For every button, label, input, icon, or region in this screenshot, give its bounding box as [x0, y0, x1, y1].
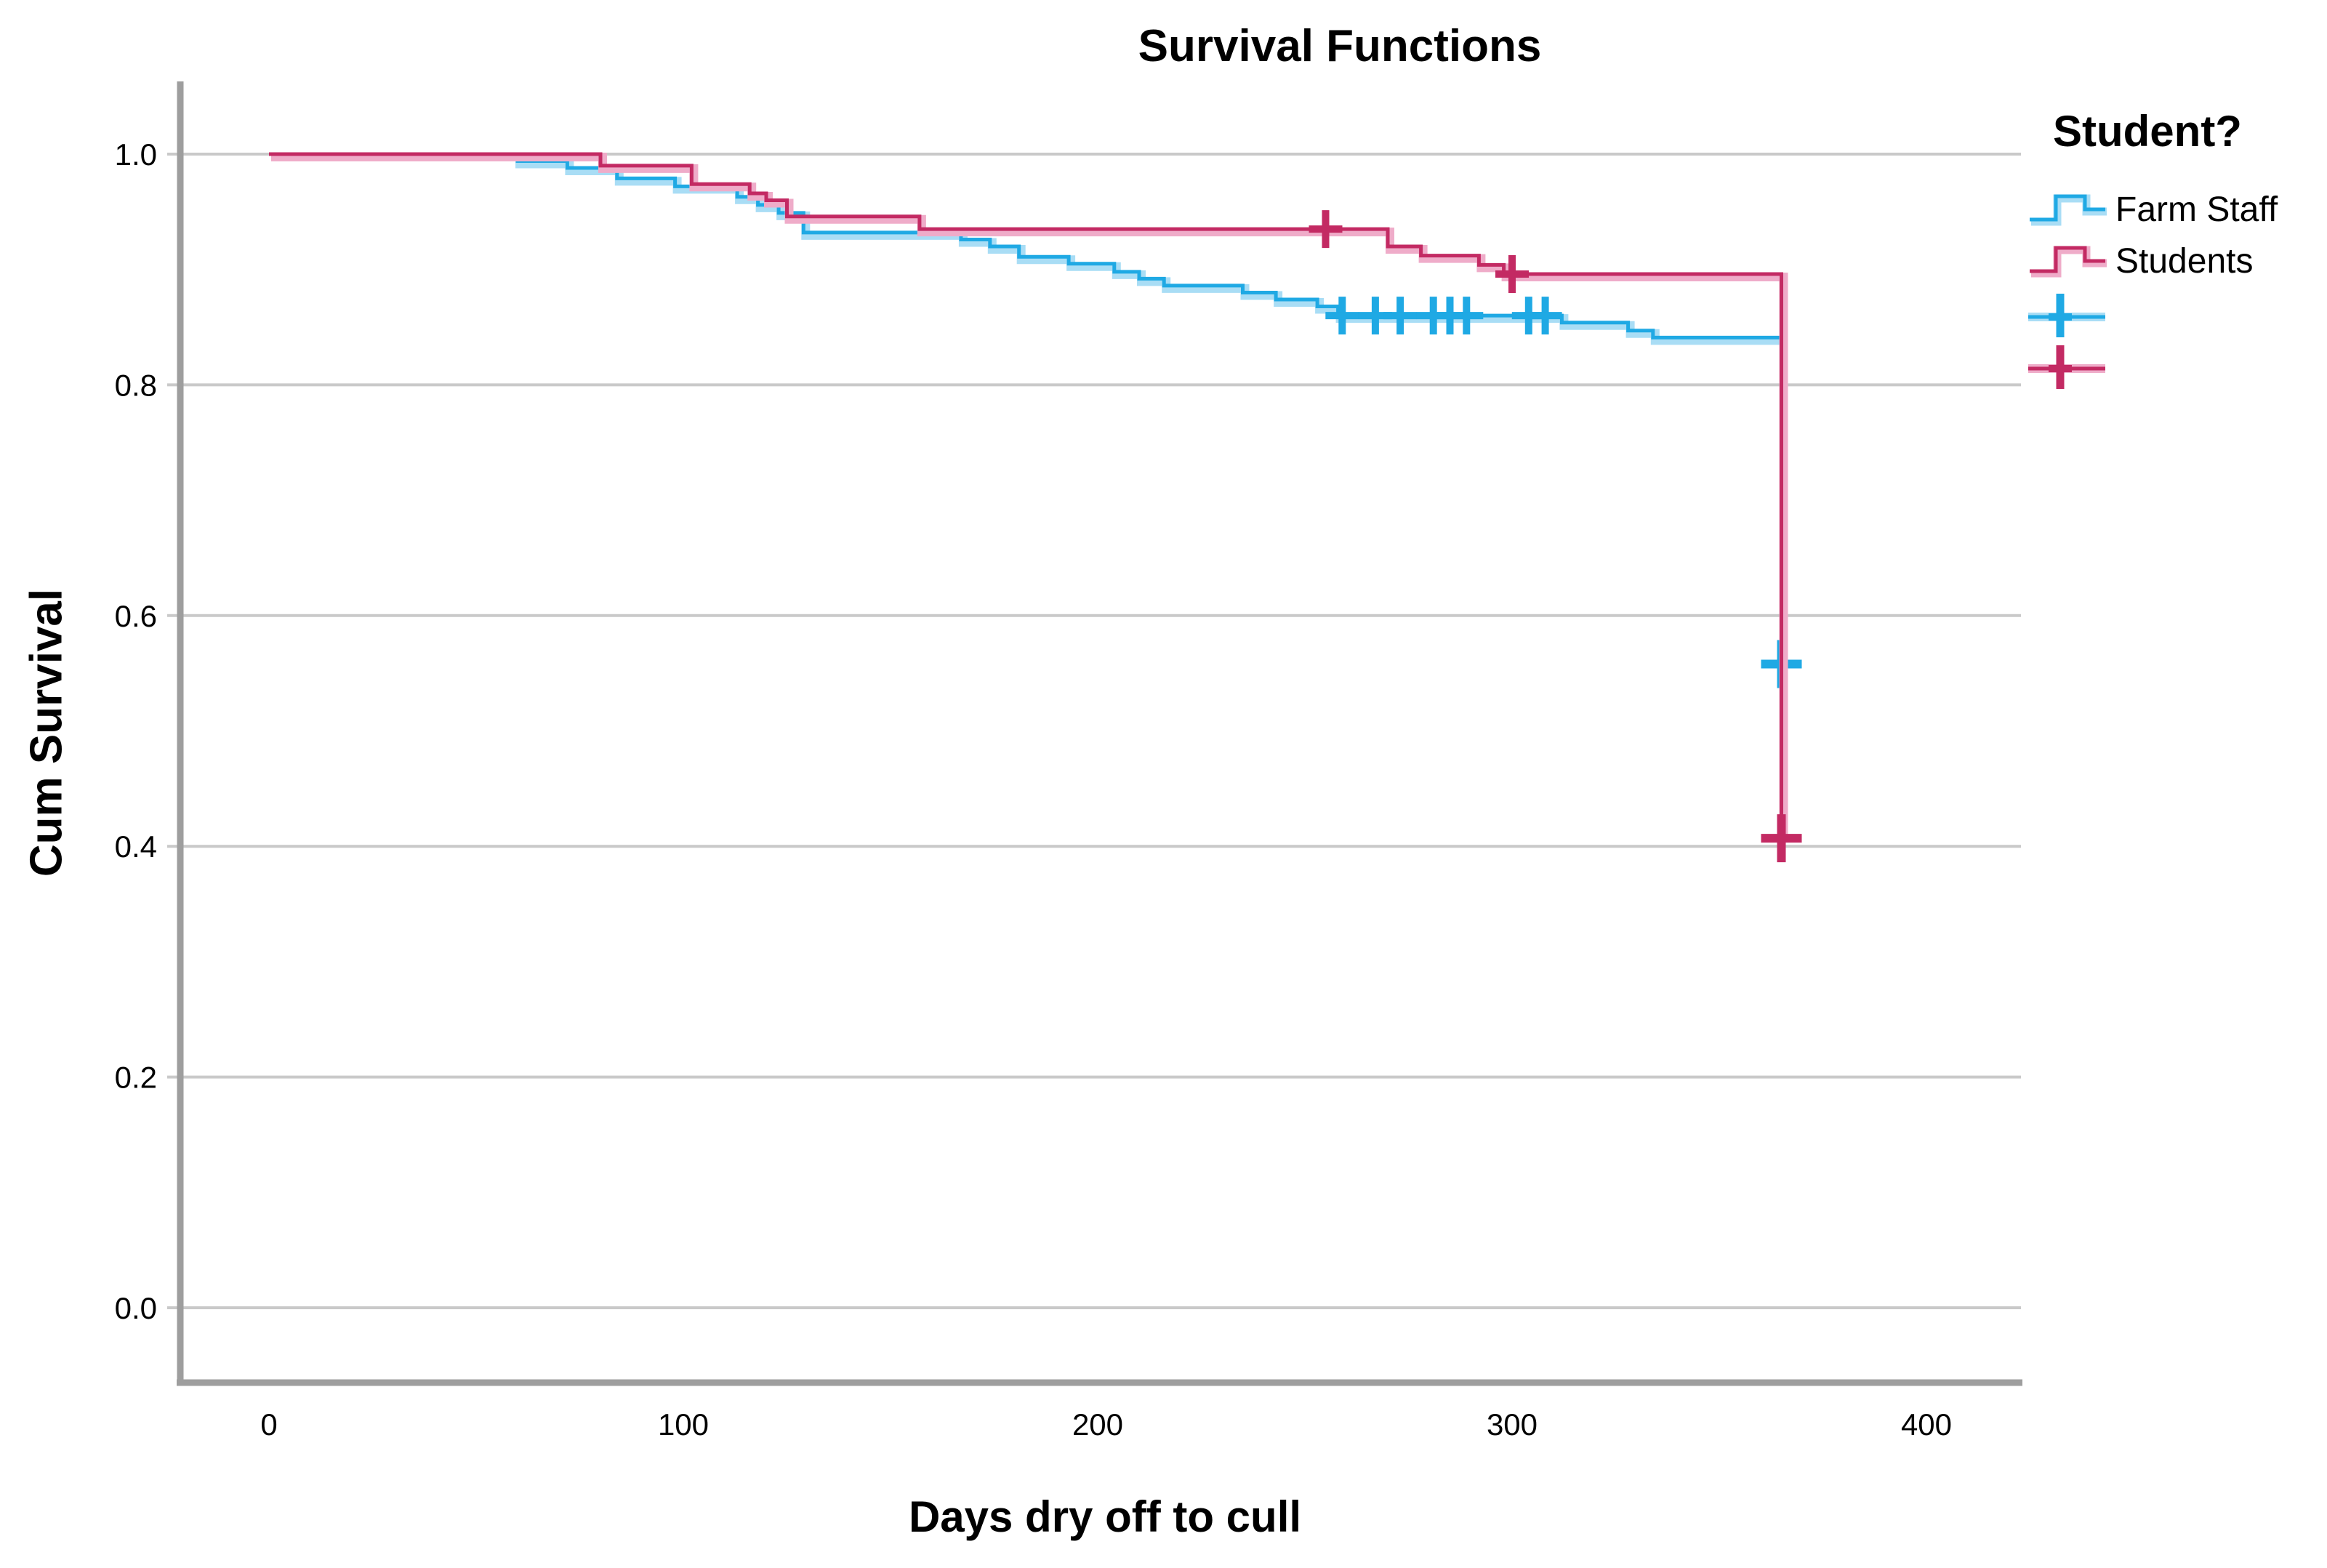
- legend-censor-plus-icon: [2028, 293, 2105, 337]
- step-line-halo: [2031, 194, 2107, 225]
- legend-step-line-icon: [2030, 194, 2107, 225]
- legend-item-label: Farm Staff: [2115, 190, 2278, 229]
- censor-marks-farm-staff: [1325, 297, 1802, 688]
- series-farm-staff: [269, 152, 1802, 688]
- x-tick-label-300: 300: [1487, 1407, 1538, 1442]
- step-line: [2030, 194, 2105, 221]
- tick-labels: 1.0 0.8 0.6 0.4 0.2 0.0 0 100 200 300 400: [115, 137, 1952, 1442]
- y-tick-label-0.0: 0.0: [115, 1291, 157, 1325]
- legend-rows: Farm Staff Students: [2027, 184, 2325, 390]
- legend-item-students: Students: [2027, 236, 2325, 287]
- x-tick-label-0: 0: [260, 1407, 277, 1442]
- y-axis-title: Cum Survival: [21, 588, 72, 877]
- legend-item-plus-students: [2027, 339, 2325, 390]
- legend-item-label: Students: [2115, 242, 2254, 281]
- step-line-halo: [2031, 246, 2107, 277]
- legend: Student? Farm Staff Students: [2027, 106, 2325, 390]
- curve-students: [269, 152, 1783, 839]
- legend-step-line-icon: [2030, 246, 2107, 277]
- legend-item-farm-staff: Farm Staff: [2027, 184, 2325, 236]
- y-tick-label-0.2: 0.2: [115, 1061, 157, 1095]
- step-line: [2030, 246, 2105, 273]
- series-students: [269, 152, 1802, 863]
- y-tick-label-0.4: 0.4: [115, 829, 157, 864]
- legend-item-plus-farm-staff: [2027, 287, 2325, 339]
- x-tick-label-200: 200: [1072, 1407, 1123, 1442]
- y-tick-label-0.8: 0.8: [115, 368, 157, 402]
- x-axis-title: Days dry off to cull: [908, 1492, 1302, 1541]
- curve-halo-students: [271, 153, 1788, 842]
- chart-title: Survival Functions: [1138, 21, 1542, 71]
- y-tick-label-0.6: 0.6: [115, 599, 157, 633]
- x-tick-label-100: 100: [658, 1407, 709, 1442]
- legend-title: Student?: [2053, 107, 2242, 156]
- gridlines: [167, 153, 2021, 1309]
- censor-marks-students: [1309, 210, 1802, 863]
- legend-censor-plus-icon: [2028, 345, 2105, 389]
- axes: [177, 81, 2022, 1386]
- x-tick-label-400: 400: [1901, 1407, 1952, 1442]
- y-tick-label-1.0: 1.0: [115, 137, 157, 172]
